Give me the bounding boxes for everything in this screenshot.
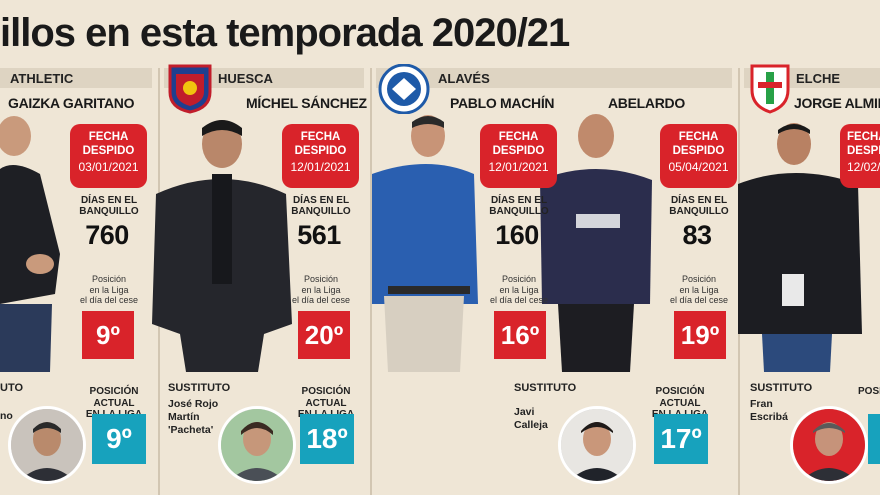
sustituto-avatar [8, 406, 86, 484]
posicion-actual-value: 17º [654, 414, 708, 464]
sustituto-name: Javi Calleja [514, 406, 548, 431]
coach-photo [152, 120, 292, 372]
posicion-label: Posición en la Liga el día del cese [291, 274, 351, 305]
posicion-label: Posición en la Liga el día del cese [489, 274, 549, 305]
posicion-label: Posición en la Liga el día del cese [669, 274, 729, 305]
fecha-despido-badge: FECHA DESPIDO 03/01/2021 [70, 124, 147, 188]
coach-photo [540, 114, 652, 372]
coach-name: ABELARDO [608, 95, 685, 111]
team-name: ALAVÉS [438, 71, 490, 86]
alaves-crest-icon [378, 64, 430, 114]
team-column-athletic: ATHLETIC GAIZKA GARITANO FECHA DESPIDO 0… [0, 68, 158, 495]
fecha-date: 05/04/2021 [668, 160, 729, 174]
fecha-date: 03/01/2021 [78, 160, 139, 174]
fecha-despido-badge: FECHA DESPIDO 05/04/2021 [660, 124, 737, 188]
sustituto-avatar [558, 406, 636, 484]
team-name: ELCHE [796, 71, 841, 86]
sustituto-name: Fran Escribá [750, 398, 788, 423]
posicion-label: Posición en la Liga el día del cese [79, 274, 139, 305]
posicion-actual-value [868, 414, 880, 464]
team-bar [376, 68, 732, 88]
posicion-value: 20º [298, 311, 350, 359]
coach-name: GAIZKA GARITANO [8, 95, 135, 111]
team-name: ATHLETIC [10, 71, 74, 86]
dias-label: DÍAS EN EL BANQUILLO [669, 195, 729, 217]
dias-value: 83 [682, 220, 712, 250]
fecha-despido-badge: FECHA DESPIDO 12/02/ [840, 124, 880, 188]
team-column-elche: ELCHE JORGE ALMIRO FECHA DESPIDO 12/02/ … [738, 64, 880, 495]
sustituto-avatar [218, 406, 296, 484]
fecha-despido-badge: FECHA DESPIDO 12/01/2021 [480, 124, 557, 188]
team-bar [0, 68, 152, 88]
fecha-label: FECHA DESPIDO [847, 131, 880, 157]
fecha-label: FECHA DESPIDO [82, 131, 135, 157]
team-column-alaves: ALAVÉS PABLO MACHÍN ABELARDO FECHA DESPI… [370, 64, 738, 495]
sustituto-label: SUSTITUTO [750, 382, 813, 394]
coach-photo [738, 123, 862, 372]
sustituto-name: no [0, 410, 13, 422]
posicion-value: 9º [82, 311, 134, 359]
page-title: illos en esta temporada 2020/21 [0, 11, 570, 55]
coach-name: MÍCHEL SÁNCHEZ [246, 95, 367, 111]
sustituto-name: José Rojo Martín 'Pacheta' [168, 398, 219, 436]
posicion-value: 19º [674, 311, 726, 359]
dias-value: 760 [85, 220, 129, 250]
sustituto-label: UTO [0, 382, 24, 394]
sustituto-label: SUSTITUTO [514, 382, 577, 394]
sustituto-label: SUSTITUTO [168, 382, 231, 394]
huesca-crest-icon [168, 64, 212, 114]
coach-name: PABLO MACHÍN [450, 95, 555, 111]
team-bar [164, 68, 364, 88]
person-avatar-icon [11, 409, 83, 481]
elche-crest-icon [750, 64, 790, 114]
coach-photo [0, 116, 60, 372]
dias-label: DÍAS EN EL BANQUILLO [79, 195, 139, 217]
posicion-actual-value: 18º [300, 414, 354, 464]
person-avatar-icon [561, 409, 633, 481]
dias-label: DÍAS EN EL BANQUILLO [291, 195, 351, 217]
team-column-huesca: HUESCA MÍCHEL SÁNCHEZ FECHA DESPIDO 12/0… [152, 64, 370, 495]
posicion-actual-label: POSI [858, 386, 880, 397]
fecha-label: FECHA DESPIDO [294, 131, 347, 157]
posicion-actual-value: 9º [92, 414, 146, 464]
person-avatar-icon [793, 409, 865, 481]
fecha-date: 12/01/2021 [290, 160, 351, 174]
sustituto-avatar [790, 406, 868, 484]
fecha-despido-badge: FECHA DESPIDO 12/01/2021 [282, 124, 359, 188]
team-name: HUESCA [218, 71, 273, 86]
dias-label: DÍAS EN EL BANQUILLO [489, 195, 549, 217]
posicion-value: 16º [494, 311, 546, 359]
dias-value: 160 [495, 220, 539, 250]
fecha-label: FECHA DESPIDO [672, 131, 725, 157]
dias-value: 561 [297, 220, 341, 250]
coach-photo [372, 115, 478, 372]
person-avatar-icon [221, 409, 293, 481]
coach-name: JORGE ALMIRO [794, 95, 880, 111]
fecha-date: 12/02/ [847, 160, 880, 174]
fecha-date: 12/01/2021 [488, 160, 549, 174]
fecha-label: FECHA DESPIDO [492, 131, 545, 157]
